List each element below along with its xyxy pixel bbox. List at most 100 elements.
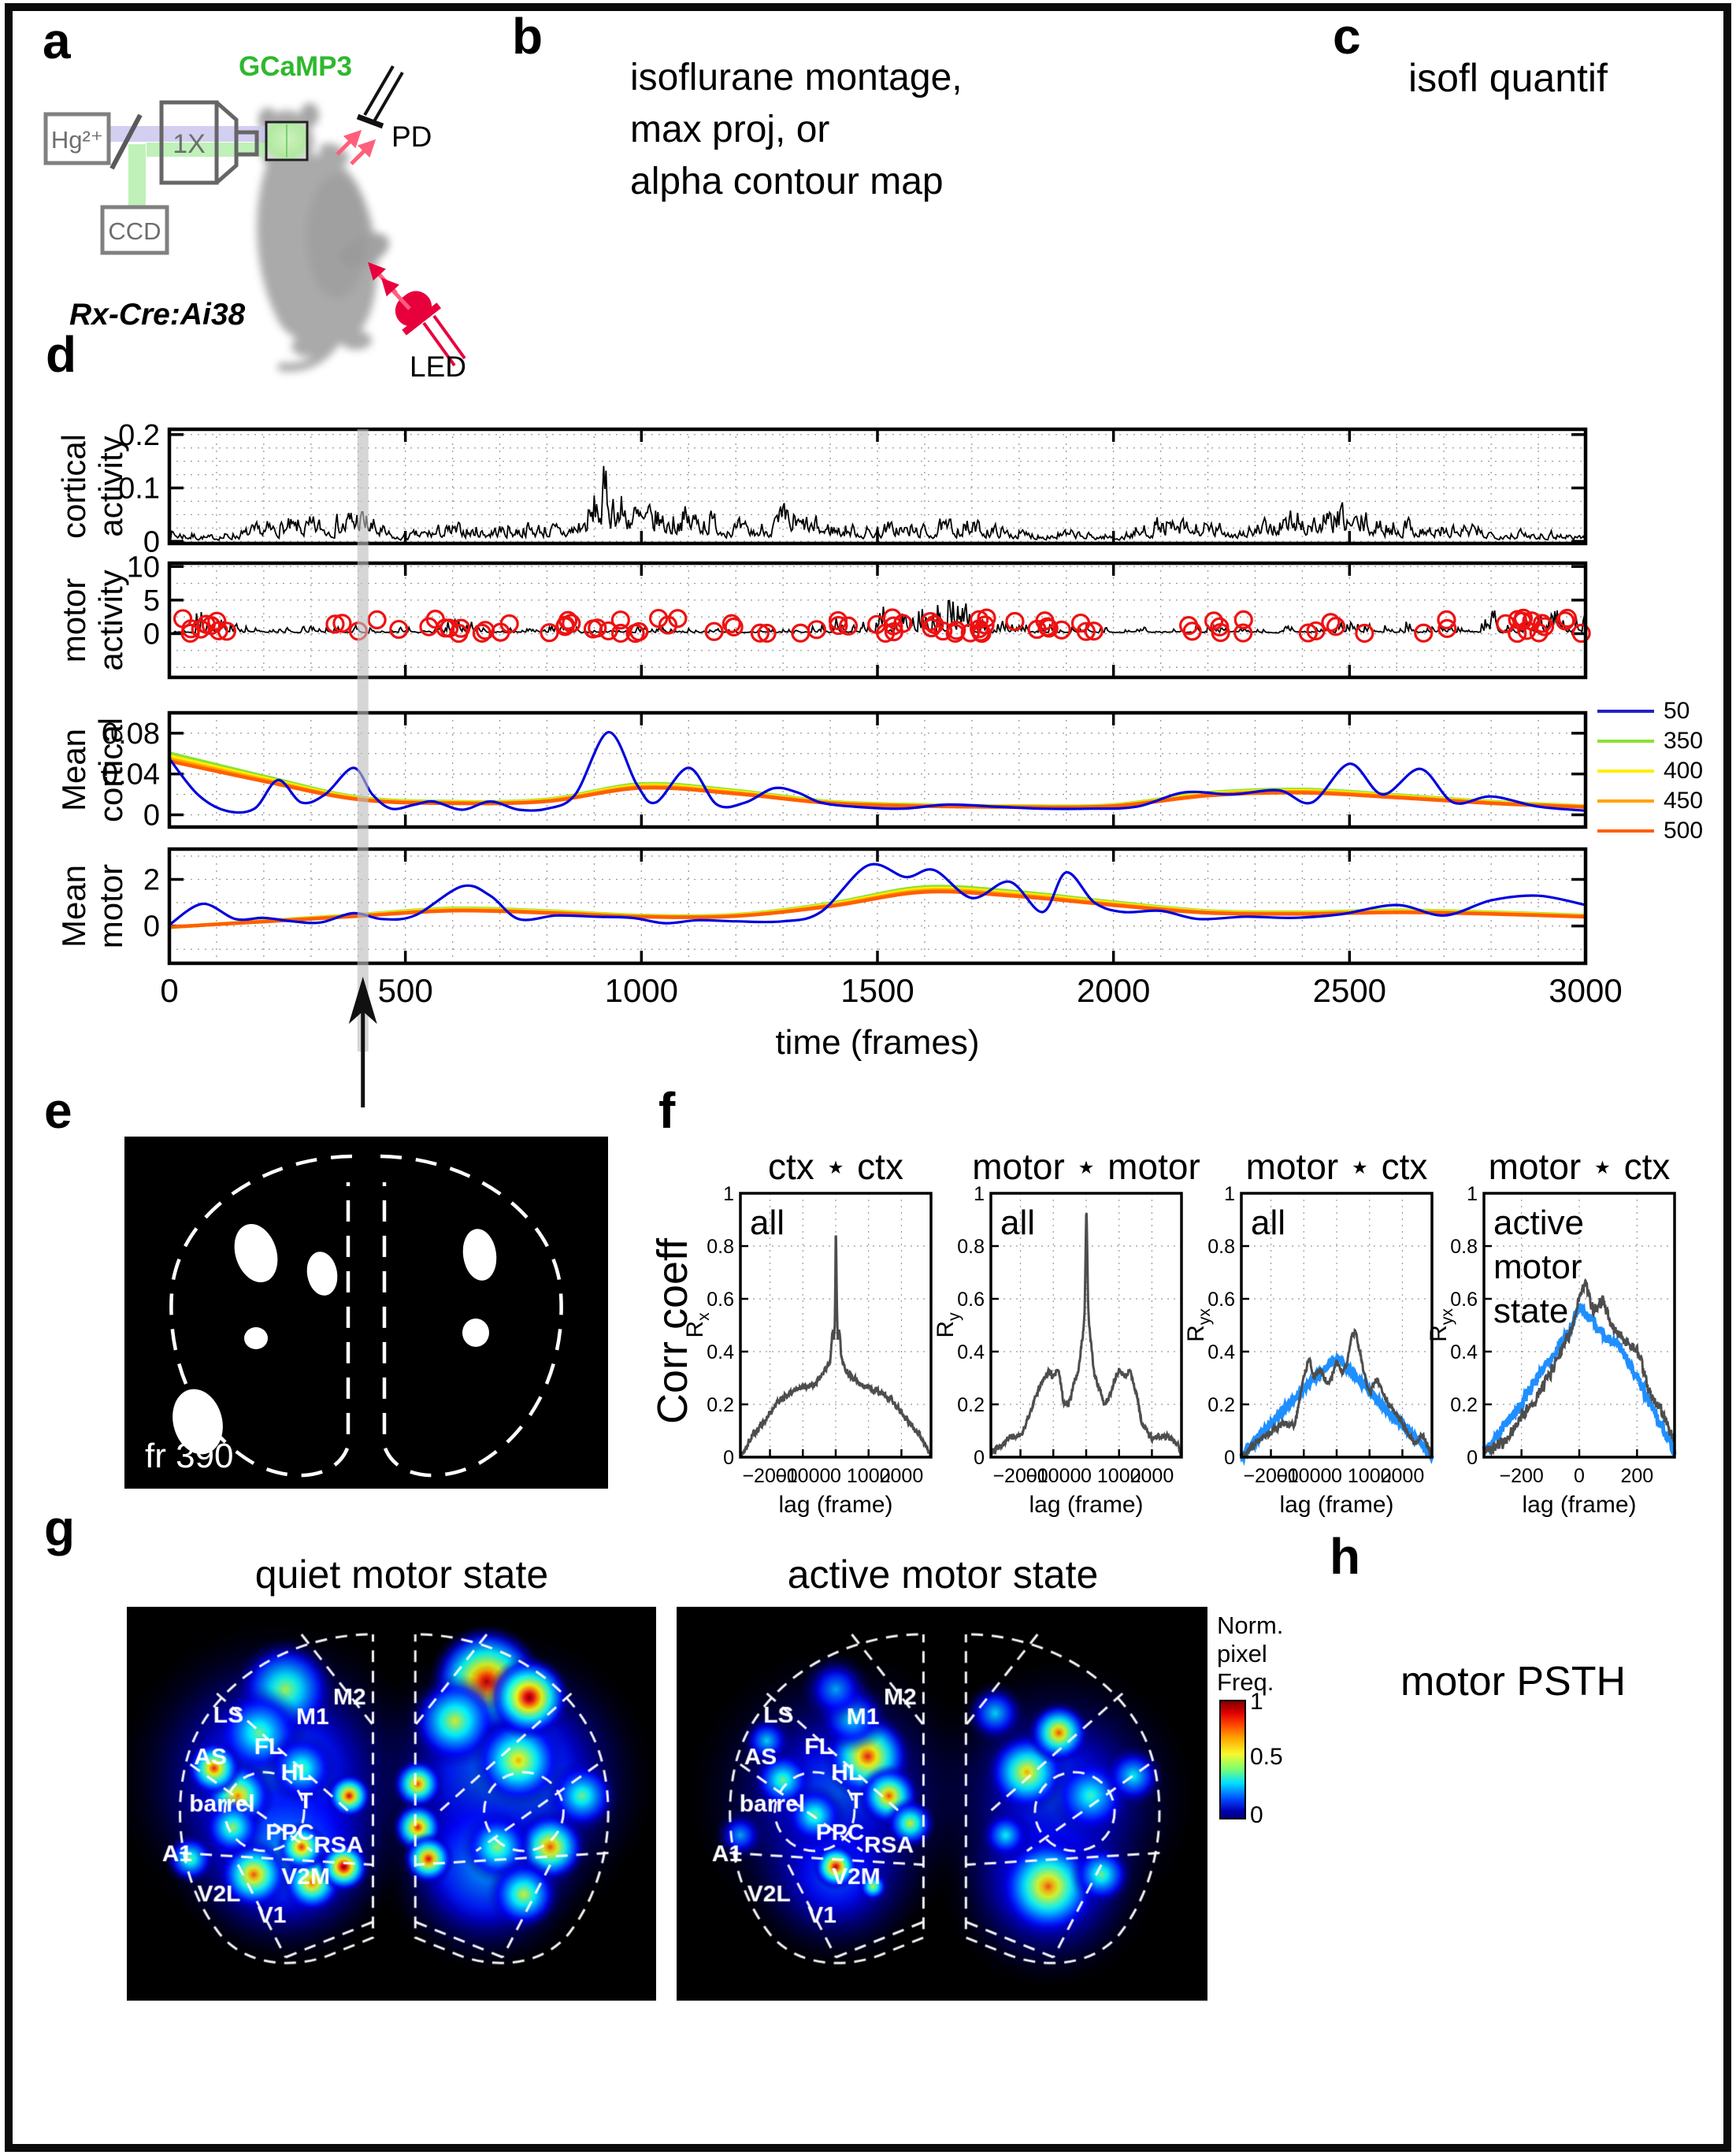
motor-event-marker — [925, 614, 944, 635]
motor-event-marker — [1321, 613, 1341, 632]
motor-event-marker — [599, 621, 618, 641]
lag-axis-label: lag (frame) — [1279, 1492, 1393, 1518]
y-tick-label: 0.4 — [957, 1341, 985, 1363]
y-tick-label: 0.2 — [957, 1394, 985, 1416]
legend-row: 350 — [1597, 726, 1703, 756]
x-tick-label: 0 — [1331, 1465, 1342, 1487]
x-axis-label: time (frames) — [775, 1023, 979, 1062]
y-tick-label: 0.2 — [1207, 1394, 1235, 1416]
y-axis-label: cortical — [55, 434, 92, 539]
motor-event-marker — [1204, 611, 1224, 631]
xcorr_motor_ctx_all-trace — [1239, 1352, 1434, 1467]
x-tick-label: −1000 — [775, 1465, 830, 1487]
y-axis-label: motor — [55, 578, 92, 662]
y-axis-label: Mean — [55, 865, 92, 948]
cortical_activity-trace — [169, 465, 1586, 542]
panel-label-e: e — [44, 1082, 72, 1139]
motor_activity-trace — [169, 599, 1586, 634]
motor-event-marker — [1039, 618, 1059, 638]
motor-event-marker — [1306, 621, 1326, 641]
y-axis-label: activity — [92, 569, 129, 670]
motor-event-marker — [491, 622, 510, 642]
state-annotation: all — [1000, 1204, 1035, 1242]
y-tick-label: 2 — [143, 863, 160, 896]
panel-h-text: motor PSTH — [1400, 1659, 1627, 1704]
y-tick-label: 1 — [974, 1183, 985, 1205]
motor-event-marker — [1571, 623, 1591, 644]
legend-label-350: 350 — [1664, 728, 1704, 754]
motor-event-marker — [1052, 620, 1071, 640]
x-tick-label: 1000 — [605, 972, 678, 1009]
x-tick-label: −1000 — [1276, 1465, 1331, 1487]
state-annotation: motor — [1493, 1248, 1582, 1286]
panel-label-h: h — [1330, 1528, 1361, 1585]
state-annotation: all — [1251, 1204, 1285, 1242]
y-tick-label: 0.6 — [707, 1289, 734, 1311]
y-tick-label: 0 — [143, 525, 160, 558]
mercury-lamp-box — [43, 112, 111, 165]
xcorr_motor_ctx_active-trace — [1482, 1278, 1676, 1457]
emission-beam-vertical — [128, 144, 146, 207]
y-tick-label: 0.2 — [707, 1394, 734, 1416]
x-tick-label: 1500 — [840, 972, 914, 1009]
motor-event-marker — [1233, 610, 1253, 629]
motor-event-marker — [1298, 623, 1318, 643]
x-tick-label: −2000 — [742, 1465, 797, 1487]
y-tick-label: 0.4 — [1450, 1341, 1478, 1363]
motor-event-marker — [191, 619, 210, 639]
xcorr_motor_ctx_active-trace — [1482, 1301, 1677, 1460]
xcorr_motor_motor-trace — [989, 1212, 1183, 1457]
motor-event-marker — [425, 610, 445, 629]
motor-event-marker — [704, 621, 724, 641]
motor-event-marker — [791, 623, 811, 643]
quiet-heatmap-image — [127, 1607, 656, 2001]
motor-event-marker — [540, 623, 559, 643]
y-tick-label: 0.04 — [102, 759, 160, 792]
panel-b-line-2: max proj, or — [630, 109, 830, 150]
x-tick-label: 0 — [160, 972, 178, 1009]
motor-event-marker — [1557, 608, 1577, 629]
motor-event-marker — [884, 622, 903, 642]
x-tick-label: 1000 — [1348, 1465, 1392, 1487]
xcorr-title: motor ⋆ ctx — [1246, 1146, 1428, 1187]
motor-event-marker — [555, 617, 575, 636]
colorbar-title-line-3: Freq. — [1217, 1668, 1274, 1696]
motor-event-marker — [828, 610, 848, 631]
y-axis-label: cortical — [92, 718, 129, 822]
motor-event-marker — [1233, 623, 1253, 643]
y-tick-label: 0.1 — [118, 473, 160, 506]
reflected-light-arrow — [336, 129, 362, 156]
photodiode-label: PD — [391, 121, 432, 153]
active-heatmap-image — [677, 1607, 1207, 2001]
motor-event-marker — [472, 623, 491, 643]
smoothed-curve-500 — [169, 759, 1586, 810]
photodiode-icon — [373, 71, 404, 123]
y-tick-label: 1 — [723, 1183, 734, 1205]
y-tick-label: 0 — [143, 618, 160, 651]
motor-event-marker — [1517, 621, 1537, 640]
legend-row: 50 — [1597, 696, 1703, 726]
x-tick-label: −200 — [1500, 1465, 1544, 1487]
x-tick-label: 1000 — [847, 1465, 891, 1487]
brain-outline-dashed — [169, 1154, 353, 1478]
y-tick-label: 0.8 — [957, 1236, 985, 1258]
lag-axis-label: lag (frame) — [778, 1492, 892, 1518]
motor-event-marker — [882, 608, 903, 628]
motor-event-marker — [960, 623, 980, 643]
frame-390-band — [357, 429, 369, 1052]
motor-event-marker — [757, 623, 777, 644]
y-tick-label: 0.8 — [1207, 1236, 1235, 1258]
motor-event-marker — [196, 614, 216, 634]
active-region-blob — [462, 1319, 489, 1347]
motor-event-marker — [389, 619, 409, 640]
active-state-title: active motor state — [787, 1552, 1099, 1597]
motor-event-marker — [588, 618, 607, 638]
frame-number-label: fr 390 — [145, 1437, 234, 1475]
objective-label: 1X — [172, 129, 206, 159]
x-tick-label: 2500 — [1313, 972, 1386, 1009]
y-tick-label: 0.6 — [957, 1289, 985, 1311]
y-tick-label: 0.2 — [118, 419, 160, 452]
legend-line-50 — [1597, 710, 1654, 713]
smoothing-window-legend: 50 350 400 450 500 — [1597, 696, 1703, 846]
x-tick-label: 0 — [1574, 1465, 1585, 1487]
